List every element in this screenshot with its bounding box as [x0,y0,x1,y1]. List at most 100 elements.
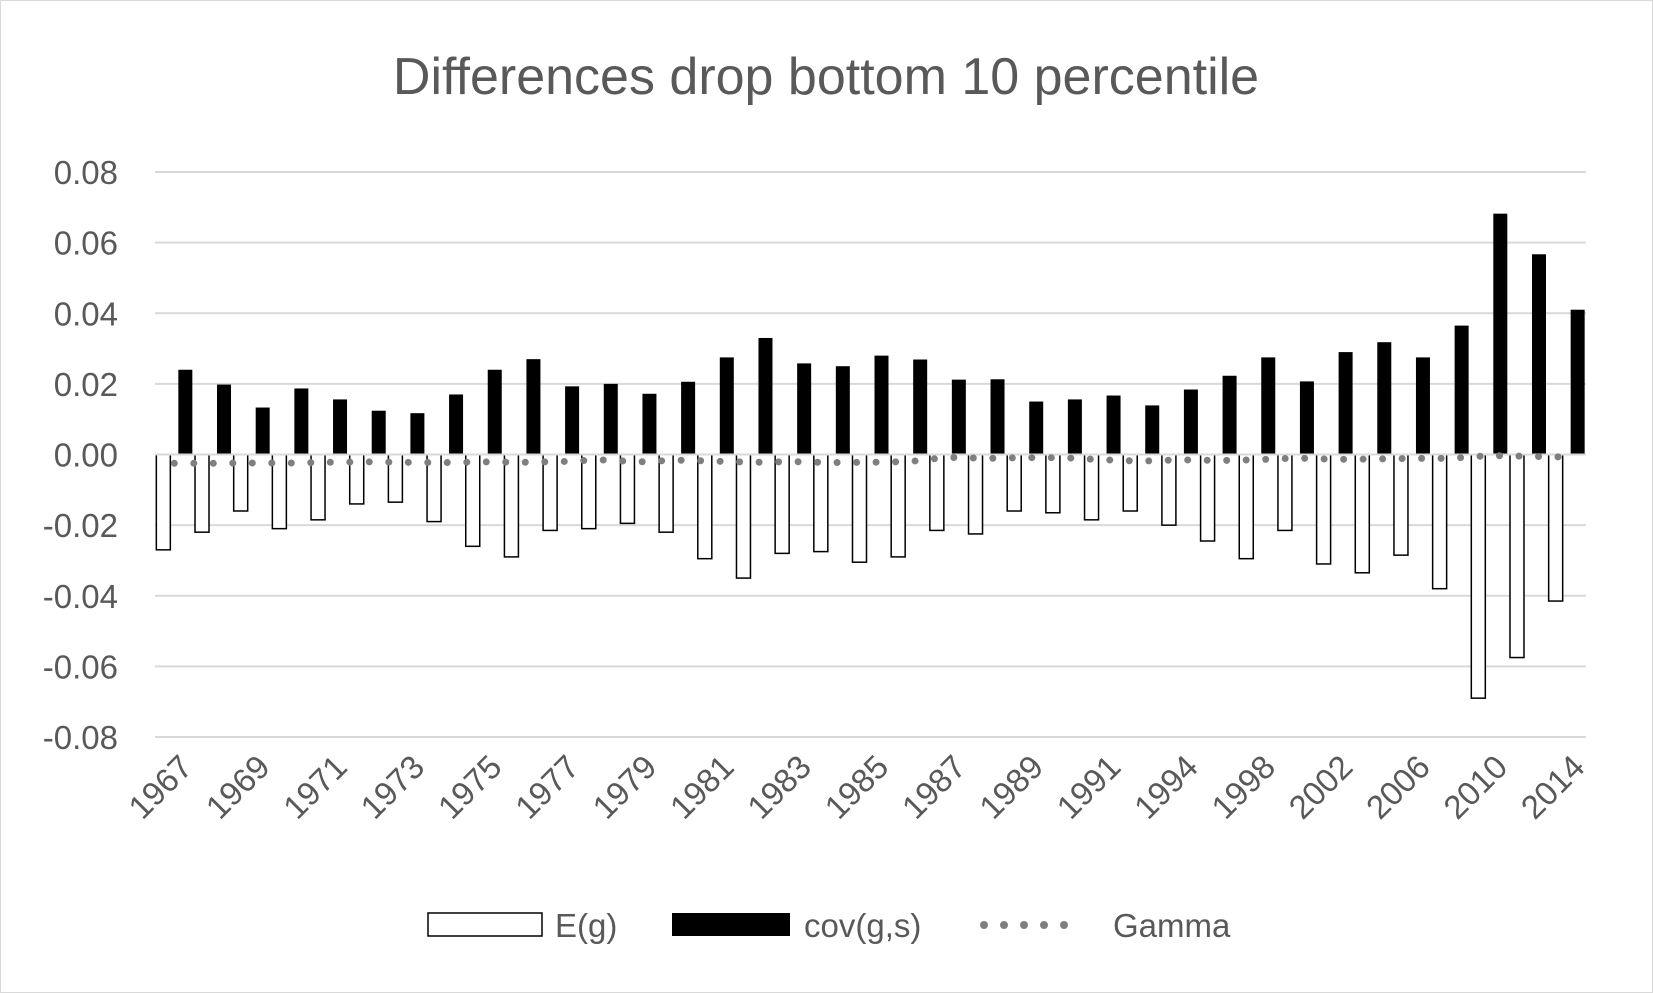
bar-eg [735,453,752,579]
bar-eg [1431,453,1448,590]
bar-eg [967,453,984,535]
bar-cov [1531,254,1546,455]
legend-swatch-cov [672,913,790,936]
x-tick-label: 2014 [1514,748,1592,826]
x-tick-label: 1977 [508,748,586,826]
bar-cov [526,359,541,455]
y-tick-label: -0.04 [43,578,118,615]
bar-eg [464,453,481,548]
bar-cov [1106,395,1121,455]
x-axis-labels: 1967 1969 1971 1973 1975 1977 1979 1981 1983 1985… [121,748,1591,826]
bar-cov [1415,357,1430,455]
bar-cov [1493,213,1508,455]
y-tick-label: -0.06 [43,648,118,685]
y-tick-label: 0.00 [54,437,118,474]
y-tick-label: -0.02 [43,507,118,544]
x-tick-label: 1989 [972,748,1050,826]
bar-eg [1277,453,1293,532]
x-tick-label: 1969 [199,748,277,826]
bar-eg [697,453,713,560]
bar-cov [1222,375,1237,455]
x-tick-label: 1967 [121,748,199,826]
bar-eg [581,453,597,530]
bar-cov [410,413,425,455]
y-tick-label: -0.08 [43,719,118,756]
bar-eg [155,453,172,551]
bar-cov [1299,381,1314,455]
bar-eg [271,453,288,530]
y-axis-labels: 0.08 0.06 0.04 0.02 0.00 -0.02 -0.04 -0.06 -0.08 [43,154,118,756]
bar-eg [1238,453,1255,560]
bar-cov [1183,389,1198,455]
bar-cov [1377,342,1392,455]
bar-cov [1261,357,1276,455]
bar-eg [1470,453,1487,699]
y-tick-label: 0.02 [54,366,118,403]
x-tick-label: 1975 [431,748,509,826]
x-tick-label: 1985 [817,748,895,826]
bar-eg [1161,453,1177,526]
bar-cov [1570,309,1585,455]
x-tick-label: 1971 [276,748,354,826]
bars [155,213,1586,699]
bar-eg [1045,453,1061,514]
bar-cov [990,379,1005,455]
bar-eg [1354,453,1371,574]
chart-title: Differences drop bottom 10 percentile [393,48,1259,106]
bar-cov [1067,399,1082,455]
bar-cov [642,393,657,455]
bar-cov [1145,405,1160,455]
bar-eg [194,453,210,533]
legend-label-gamma: Gamma [1113,907,1231,944]
bar-cov [1454,325,1469,455]
x-tick-label: 1979 [585,748,663,826]
bar-eg [1199,453,1216,542]
bar-cov [255,407,270,455]
legend-label-eg: E(g) [555,907,617,944]
y-tick-label: 0.04 [54,295,118,332]
bar-cov [487,369,502,455]
bar-eg [851,453,868,563]
bar-eg [658,453,674,533]
bar-cov [294,388,309,455]
gamma-line [170,452,1571,467]
x-tick-label: 1994 [1127,748,1205,826]
bar-eg [890,453,906,558]
x-tick-label: 1998 [1204,748,1282,826]
bar-cov [719,357,734,455]
bar-cov [797,363,812,455]
bar-cov [449,394,464,455]
x-tick-label: 1973 [353,748,431,826]
bar-eg [1393,453,1409,556]
bar-eg [929,453,945,532]
bar-cov [1338,352,1353,455]
x-tick-label: 2010 [1436,748,1514,826]
bar-eg [1006,453,1022,512]
y-tick-label: 0.06 [54,225,118,262]
bar-cov [333,399,348,455]
bar-cov [758,337,773,455]
bar-cov [603,383,618,455]
bar-cov [1029,401,1044,455]
bar-cov [874,355,889,455]
legend-swatch-eg [427,912,543,937]
x-tick-label: 1991 [1049,748,1127,826]
bar-eg [503,453,520,558]
x-tick-label: 1981 [663,748,741,826]
bar-cov [178,369,193,455]
bar-cov [565,386,580,455]
x-tick-label: 1983 [740,748,818,826]
bar-cov [835,366,850,455]
x-tick-label: 2006 [1359,748,1437,826]
bar-eg [1315,453,1332,565]
x-tick-label: 2002 [1281,748,1359,826]
bar-eg [774,453,790,555]
bar-cov [217,384,232,455]
bar-cov [371,410,386,455]
legend-label-cov: cov(g,s) [804,907,921,944]
bar-cov [681,381,696,455]
bar-eg [619,453,636,525]
bar-eg [1509,453,1525,659]
